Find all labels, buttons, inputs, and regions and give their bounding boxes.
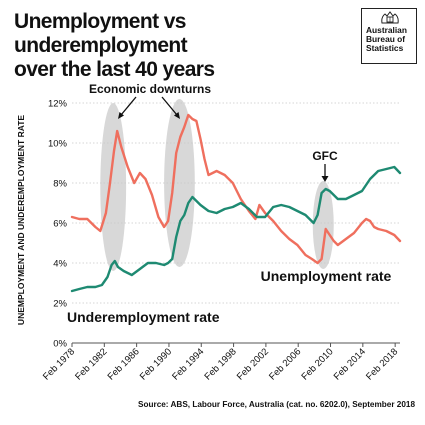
y-tick-label: 8% xyxy=(53,179,67,190)
arrowhead-gfc xyxy=(321,176,329,182)
highlight-ellipse-0 xyxy=(100,103,127,271)
series-label-unemployment: Unemployment rate xyxy=(261,268,392,284)
annotations: Economic downturns GFC Unemployment rate… xyxy=(67,82,392,325)
source-note: Source: ABS, Labour Force, Australia (ca… xyxy=(138,400,415,409)
logo-line-2: Bureau of xyxy=(366,34,406,45)
y-tick-label: 10% xyxy=(48,139,68,150)
y-tick-label: 0% xyxy=(53,339,67,350)
coat-of-arms-icon xyxy=(381,11,399,24)
x-tick-label: Feb 2002 xyxy=(235,346,271,382)
arrow-economic-downturns-right xyxy=(161,96,178,116)
logo-text: Australian Bureau of Statistics xyxy=(366,25,416,54)
highlight-ellipse-2 xyxy=(312,181,334,269)
title-line-2: over the last 40 years xyxy=(14,58,215,81)
title-line-1: Unemployment vs underemployment xyxy=(14,10,188,57)
y-tick-label: 4% xyxy=(53,259,67,270)
y-axis-label: UNEMPLOYMENT AND UNDEREMPLOYMENT RATE xyxy=(16,115,26,325)
arrowhead-left xyxy=(118,112,124,119)
x-tick-label: Feb 1990 xyxy=(138,346,174,382)
annotation-gfc: GFC xyxy=(312,149,338,163)
x-tick-label: Feb 2018 xyxy=(364,346,400,382)
y-tick-label: 12% xyxy=(48,99,68,110)
x-tick-label: Feb 1998 xyxy=(203,346,239,382)
x-tick-label: Feb 2014 xyxy=(332,346,368,382)
gridlines xyxy=(72,102,400,344)
y-tick-label: 6% xyxy=(53,219,67,230)
logo-line-3: Statistics xyxy=(366,43,404,54)
arrowhead-right xyxy=(174,112,180,119)
highlight-ellipse-1 xyxy=(164,99,195,267)
arrow-economic-downturns-left xyxy=(120,96,137,116)
x-tick-label: Feb 1986 xyxy=(106,346,142,382)
x-tick-label: Feb 1982 xyxy=(73,346,109,382)
underemployment-line xyxy=(70,165,402,293)
x-tick-label: Feb 2006 xyxy=(267,346,303,382)
y-tick-label: 2% xyxy=(53,299,67,310)
series-label-underemployment: Underemployment rate xyxy=(67,309,220,325)
x-tick-label: Feb 1978 xyxy=(41,346,77,382)
unemployment-line xyxy=(70,113,402,265)
logo-line-1: Australian xyxy=(366,25,407,35)
chart-title: Unemployment vs underemployment over the… xyxy=(14,10,344,82)
abs-logo: Australian Bureau of Statistics xyxy=(361,8,417,64)
annotation-economic-downturns: Economic downturns xyxy=(89,82,211,96)
series-lines xyxy=(70,113,402,293)
y-tick-labels: 0% 2% 4% 6% 8% 10% 12% xyxy=(48,99,68,350)
x-tick-label: Feb 2010 xyxy=(299,346,335,382)
x-tick-label: Feb 1994 xyxy=(170,346,206,382)
